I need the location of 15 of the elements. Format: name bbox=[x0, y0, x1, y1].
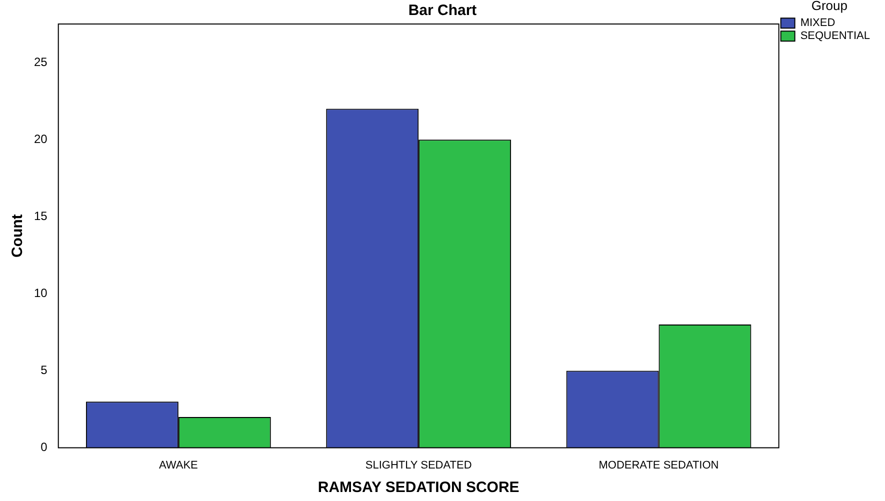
x-axis-title: RAMSAY SEDATION SCORE bbox=[318, 479, 520, 496]
x-tick-label: AWAKE bbox=[158, 459, 198, 472]
y-tick-label: 5 bbox=[40, 363, 48, 378]
y-tick-label: 10 bbox=[34, 286, 48, 300]
legend-title: Group bbox=[811, 0, 848, 14]
legend-label: MIXED bbox=[800, 17, 836, 30]
y-tick-label: 0 bbox=[40, 440, 48, 454]
y-tick-label: 20 bbox=[34, 132, 48, 146]
x-tick-label: SLIGHTLY SEDATED bbox=[365, 459, 472, 472]
chart-title: Bar Chart bbox=[408, 2, 477, 20]
legend-label: SEQUENTIAL bbox=[800, 30, 870, 42]
y-tick-label: 25 bbox=[34, 54, 48, 69]
y-axis-title: Count bbox=[9, 214, 26, 258]
x-tick-label: MODERATE SEDATION bbox=[598, 459, 719, 472]
y-tick-label: 15 bbox=[34, 208, 48, 223]
